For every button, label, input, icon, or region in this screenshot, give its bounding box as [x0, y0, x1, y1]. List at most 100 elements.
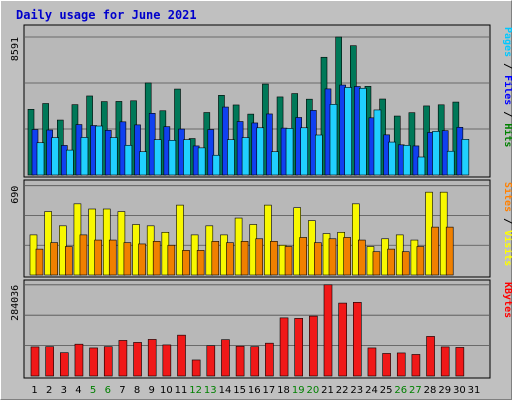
ymax-label-bottom: 284036 [10, 285, 21, 321]
bar-kbytes [279, 317, 289, 377]
day-label: 4 [75, 385, 81, 396]
bar-pages [227, 139, 235, 176]
bar-sites [343, 237, 351, 276]
bar-pages [446, 150, 455, 176]
bar-sites [314, 242, 322, 276]
bar-sites [94, 239, 102, 276]
bar-sites [372, 251, 381, 276]
bar-pages [315, 134, 323, 176]
bar-sites [152, 241, 161, 276]
bar-sites [299, 237, 308, 276]
legend-part: / [502, 57, 512, 75]
bar-kbytes [294, 318, 304, 377]
bar-pages [417, 156, 426, 176]
ymax-label-top: 8591 [10, 37, 21, 61]
day-label: 29 [438, 385, 451, 396]
bar-kbytes [396, 352, 406, 377]
bar-kbytes [74, 343, 84, 377]
bar-pages [402, 144, 411, 176]
bar-kbytes [89, 347, 98, 377]
day-label: 3 [61, 385, 67, 396]
bar-pages [358, 87, 367, 176]
bar-sites [270, 241, 278, 276]
day-label: 17 [263, 385, 276, 396]
bar-pages [109, 137, 118, 176]
bar-kbytes [118, 340, 128, 377]
legend-part: Pages [502, 27, 512, 57]
bar-kbytes [265, 342, 274, 377]
bar-pages [95, 125, 103, 176]
bar-sites [182, 250, 190, 276]
bar-sites [240, 241, 249, 276]
bar-sites [284, 246, 293, 276]
bar-pages [153, 139, 162, 176]
bar-pages [461, 139, 470, 176]
bar-pages [432, 131, 440, 176]
day-label: 20 [306, 385, 319, 396]
bar-kbytes [367, 347, 377, 377]
day-label: 22 [336, 385, 349, 396]
bar-files [266, 113, 273, 176]
bar-files [134, 124, 141, 176]
bar-pages [124, 144, 133, 176]
day-label: 16 [248, 385, 261, 396]
day-label: 8 [134, 385, 140, 396]
bar-pages [139, 151, 147, 176]
bar-kbytes [235, 345, 245, 377]
bar-sites [50, 242, 58, 276]
bar-sites [79, 234, 88, 276]
bar-pages [241, 137, 250, 176]
chart-title: Daily usage for June 2021 [16, 8, 197, 22]
bar-sites [357, 239, 366, 276]
bar-kbytes [250, 346, 260, 377]
bar-kbytes [440, 346, 450, 377]
day-label: 23 [350, 385, 363, 396]
legend-part: Sites [502, 182, 512, 212]
bar-visits [264, 204, 272, 276]
bar-pages [373, 109, 382, 176]
bar-kbytes [206, 345, 216, 377]
bar-kbytes [45, 346, 54, 377]
bar-kbytes [382, 353, 391, 377]
legend-top: Pages / Files / Hits [502, 27, 512, 147]
day-label: 30 [453, 385, 466, 396]
bar-kbytes [133, 342, 142, 377]
legend-part: / [502, 105, 512, 123]
bar-kbytes [59, 352, 69, 377]
bar-pages [80, 137, 89, 176]
day-label: 18 [277, 385, 290, 396]
bar-kbytes [221, 339, 230, 377]
bar-pages [168, 140, 177, 176]
bar-pages [256, 127, 265, 176]
day-label: 21 [321, 385, 334, 396]
bar-sites [65, 246, 73, 276]
bar-kbytes [338, 302, 347, 377]
bar-visits [176, 204, 184, 276]
day-label: 13 [204, 385, 217, 396]
bar-sites [196, 250, 205, 276]
legend-part: Hits [502, 123, 512, 147]
day-label: 5 [90, 385, 96, 396]
bar-kbytes [309, 315, 318, 377]
bar-pages [344, 87, 352, 176]
bar-kbytes [426, 336, 435, 377]
bar-sites [445, 226, 454, 276]
bar-sites [226, 242, 234, 276]
legend-bottom: KBytes [502, 282, 512, 318]
bar-pages [66, 149, 74, 176]
day-label: 15 [233, 385, 246, 396]
bar-kbytes [177, 334, 186, 377]
day-label: 12 [189, 385, 202, 396]
day-label: 9 [149, 385, 155, 396]
bar-sites [416, 246, 425, 276]
bar-kbytes [455, 347, 465, 377]
bar-sites [167, 244, 176, 276]
day-label: 2 [46, 385, 52, 396]
bar-kbytes [103, 346, 113, 377]
day-label: 6 [105, 385, 111, 396]
bar-pages [329, 104, 338, 176]
bar-kbytes [147, 339, 157, 377]
day-label: 1 [31, 385, 37, 396]
bar-sites [108, 239, 117, 276]
